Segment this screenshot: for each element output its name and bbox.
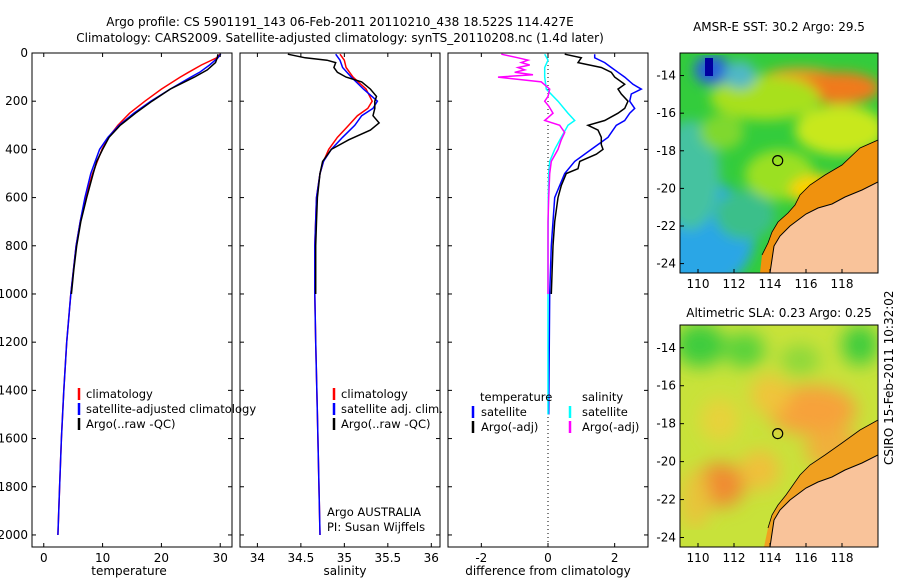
- difference-xtick-label: 0: [544, 551, 552, 565]
- difference-legend-label: Argo(-adj): [481, 420, 538, 434]
- sla-map-image: [680, 325, 878, 547]
- sla-map-lon-tick-label: 114: [759, 551, 782, 565]
- depth-tick-label: 1200: [0, 335, 28, 349]
- sst-map-lat-tick-label: -14: [656, 69, 676, 83]
- sst-map-frame: [679, 52, 879, 274]
- temperature-axes-frame: [31, 52, 233, 548]
- temperature-xtick-label: 20: [154, 551, 169, 565]
- depth-tick-label: 200: [5, 94, 28, 108]
- sst-argo-position-marker: [772, 155, 784, 167]
- salinity-panel: 34 34.5 35 35.5 36 salinity climatologysatel…: [239, 52, 443, 578]
- difference-series-argo-adj--line-3: [497, 53, 566, 294]
- salinity-legend-label: climatology: [341, 387, 408, 401]
- depth-tick-label: 2000: [0, 528, 28, 542]
- sst-map-lon-tick-label: 114: [759, 277, 782, 291]
- temperature-legend-label: satellite-adjusted climatology: [86, 402, 256, 416]
- difference-legend-label: satellite: [582, 405, 628, 419]
- sla-shelf-contour: [767, 419, 878, 529]
- salinity-xtick-label: 36: [424, 551, 439, 565]
- sla-map-panel: Altimetric SLA: 0.23 Argo: 0.25: [656, 306, 879, 565]
- difference-xtick-label: -2: [475, 551, 487, 565]
- sla-coastline: [769, 454, 878, 547]
- salinity-xlabel: salinity: [323, 564, 366, 578]
- salinity-xtick-label: 35: [337, 551, 352, 565]
- sla-map-lon-tick-label: 112: [723, 551, 746, 565]
- sst-map-lat-tick-label: -18: [656, 144, 676, 158]
- temperature-series-argo-raw-qc--line-2: [70, 54, 219, 295]
- temperature-legend-label: climatology: [86, 387, 153, 401]
- figure-title-line2: Climatology: CARS2009. Satellite-adjuste…: [76, 31, 604, 45]
- depth-tick-label: 1800: [0, 480, 28, 494]
- temperature-panel: 0 10 20 30 0 200 400 600 800 1000 1200 1400 1600 1800…: [0, 46, 256, 578]
- sst-map-panel: AMSR-E SST: 30.2 Argo: 29.5: [656, 20, 879, 291]
- sla-map-lat-tick-label: -18: [656, 417, 676, 431]
- depth-tick-label: 1600: [0, 432, 28, 446]
- sst-shelf-contour: [761, 139, 878, 256]
- sla-map-lat-tick-label: -24: [656, 531, 676, 545]
- temperature-xtick-label: 0: [40, 551, 48, 565]
- argo-program-note: Argo AUSTRALIA: [327, 505, 421, 519]
- sla-map-lon-tick-label: 116: [795, 551, 818, 565]
- credit-timestamp: CSIRO 15-Feb-2011 10:32:02: [882, 290, 896, 465]
- principal-investigator-note: PI: Susan Wijffels: [327, 520, 425, 534]
- sla-map-frame: [679, 324, 879, 548]
- sst-map-lat-tick-label: -22: [656, 219, 676, 233]
- difference-xlabel: difference from climatology: [465, 564, 631, 578]
- depth-tick-label: 400: [5, 142, 28, 156]
- salinity-xtick-label: 34.5: [288, 551, 315, 565]
- sst-map-lon-tick-label: 110: [687, 277, 710, 291]
- difference-series-argo-adj--line-1: [550, 53, 629, 295]
- difference-series-satellite-line-0: [547, 54, 643, 415]
- salinity-series-satellite-adj-clim--line-1: [314, 53, 379, 536]
- salinity-axes-frame: [239, 52, 441, 548]
- sst-map-lon-tick-label: 118: [831, 277, 854, 291]
- sst-map-lon-tick-label: 116: [795, 277, 818, 291]
- temperature-series-climatology-line-0: [57, 53, 221, 536]
- sla-map-title: Altimetric SLA: 0.23 Argo: 0.25: [686, 306, 871, 320]
- salinity-legend-label: satellite adj. clim.: [341, 402, 443, 416]
- sst-land-mass: [770, 182, 878, 273]
- temperature-series-satellite-adjusted-climatology-line-1: [57, 53, 222, 536]
- difference-legend-label: satellite: [481, 405, 527, 419]
- sla-argo-position-marker: [772, 428, 784, 440]
- sla-map-lat-tick-label: -20: [656, 455, 676, 469]
- temperature-xtick-label: 30: [213, 551, 228, 565]
- sla-map-lat-tick-label: -16: [656, 379, 676, 393]
- temperature-xlabel: temperature: [91, 564, 166, 578]
- sst-map-lat-tick-label: -20: [656, 181, 676, 195]
- sst-map-title: AMSR-E SST: 30.2 Argo: 29.5: [693, 20, 865, 34]
- sst-map-lat-tick-label: -24: [656, 257, 676, 271]
- sla-map-lon-tick-label: 118: [831, 551, 854, 565]
- depth-tick-label: 0: [20, 46, 28, 60]
- sst-map-lon-tick-label: 112: [723, 277, 746, 291]
- difference-xtick-label: 2: [611, 551, 619, 565]
- sla-map-lon-tick-label: 110: [687, 551, 710, 565]
- depth-tick-label: 800: [5, 239, 28, 253]
- depth-tick-label: 600: [5, 191, 28, 205]
- sla-land-mass: [770, 455, 878, 547]
- figure-title-line1: Argo profile: CS 5901191_143 06-Feb-2011…: [106, 15, 573, 29]
- salinity-series-argo-raw-qc--line-2: [287, 53, 381, 294]
- difference-legend-header: salinity: [582, 390, 623, 404]
- depth-tick-label: 1400: [0, 383, 28, 397]
- salinity-xtick-label: 35.5: [374, 551, 401, 565]
- difference-legend-header: temperature: [480, 390, 552, 404]
- temperature-legend-label: Argo(..raw -QC): [86, 417, 176, 431]
- difference-panel: -2 0 2 difference from climatology tempera…: [447, 52, 649, 578]
- temperature-xtick-label: 10: [95, 551, 110, 565]
- difference-legend: temperaturesatelliteArgo(-adj)salinitysa…: [471, 390, 639, 434]
- sla-map-lat-tick-label: -14: [656, 341, 676, 355]
- depth-tick-label: 1000: [0, 287, 28, 301]
- salinity-series-climatology-line-0: [314, 53, 374, 536]
- salinity-legend-label: Argo(..raw -QC): [341, 417, 431, 431]
- sst-map-image: [680, 53, 878, 273]
- difference-legend-label: Argo(-adj): [582, 420, 639, 434]
- salinity-xtick-label: 34: [250, 551, 265, 565]
- sst-map-lat-tick-label: -16: [656, 106, 676, 120]
- sst-coastline: [769, 181, 878, 273]
- sla-map-lat-tick-label: -22: [656, 493, 676, 507]
